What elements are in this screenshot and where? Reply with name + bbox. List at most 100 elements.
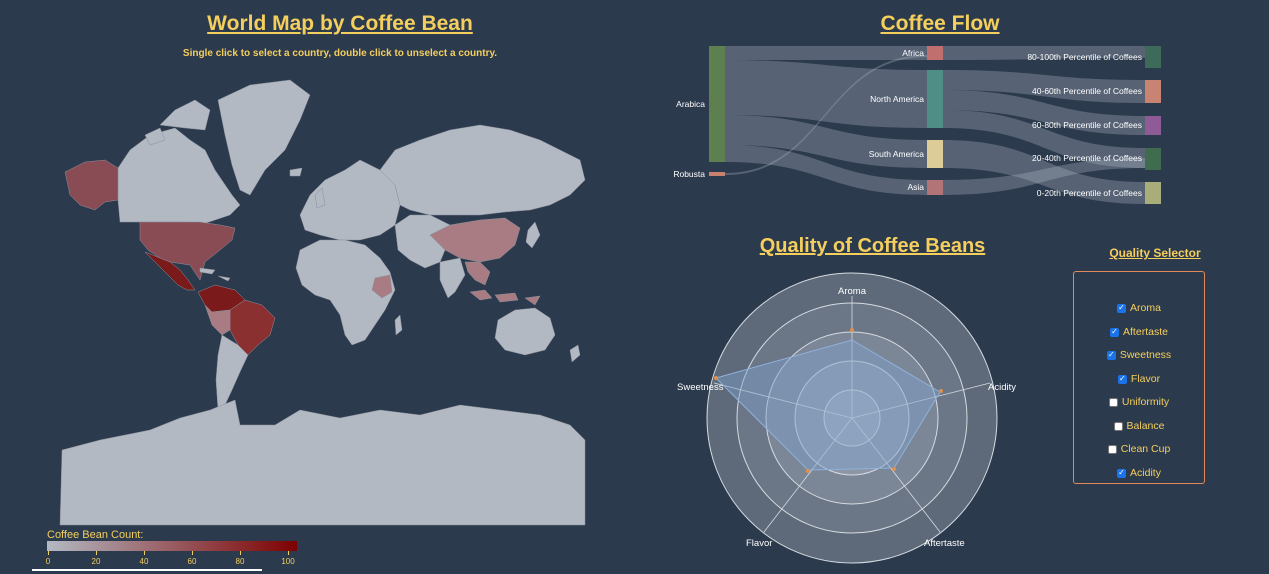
node-p40[interactable] <box>1145 80 1161 103</box>
country-new-zealand[interactable] <box>569 344 581 363</box>
country-mexico[interactable] <box>144 251 196 291</box>
link-arabica-north-america[interactable] <box>725 60 927 128</box>
checkbox-aftertaste[interactable]: ✓ <box>1110 327 1120 337</box>
label-p40: 40-60th Percentile of Coffees <box>1032 86 1142 96</box>
country-usa-alaska[interactable] <box>64 159 119 211</box>
selector-label: Flavor <box>1130 373 1161 385</box>
selector-item-clean-cup[interactable]: ✓Clean Cup <box>1074 443 1204 455</box>
node-arabica[interactable] <box>709 46 725 162</box>
quality-title: Quality of Coffee Beans <box>759 235 986 257</box>
flow-title: Coffee Flow <box>880 12 1000 35</box>
legend-tickmark <box>144 551 145 555</box>
country-ethiopia[interactable] <box>371 274 393 299</box>
country-australia[interactable] <box>494 307 556 356</box>
country-china[interactable] <box>429 217 521 263</box>
link-na-p40[interactable] <box>943 70 1145 103</box>
selector-item-sweetness[interactable]: ✓ Sweetness <box>1074 349 1204 361</box>
country-indonesia[interactable] <box>469 289 541 306</box>
link-asia-p20[interactable] <box>943 158 1145 195</box>
checkbox-clean-cup[interactable]: ✓ <box>1107 444 1117 454</box>
checkbox-sweetness[interactable]: ✓ <box>1106 350 1116 360</box>
checkbox-balance[interactable]: ✓ <box>1113 421 1123 431</box>
quality-selector: ✓Aroma ✓Aftertaste ✓Sweetness ✓Flavor ✓U… <box>1073 271 1205 484</box>
country-argentina[interactable] <box>215 334 249 411</box>
label-arabica: Arabica <box>676 99 705 109</box>
country-russia[interactable] <box>379 124 586 216</box>
link-na-p60[interactable] <box>943 90 1145 135</box>
region-southeast-asia[interactable] <box>464 261 491 286</box>
world-map[interactable] <box>0 0 640 574</box>
checkbox-uniformity[interactable]: ✓ <box>1108 397 1118 407</box>
radar-point-acidity[interactable] <box>939 389 943 393</box>
link-arabica-south-america[interactable] <box>725 115 927 168</box>
node-north-america[interactable] <box>927 70 943 128</box>
selector-item-aftertaste[interactable]: ✓ Aftertaste <box>1074 326 1204 338</box>
selector-item-acidity[interactable]: ✓ Acidity <box>1074 467 1204 479</box>
label-p20: 20-40th Percentile of Coffees <box>1032 153 1142 163</box>
radar-label-acidity: Acidity <box>988 382 1016 393</box>
legend-tick-label: 60 <box>187 557 197 566</box>
radar-label-aroma: Aroma <box>838 286 867 297</box>
map-title: World Map by Coffee Bean <box>207 12 473 35</box>
label-robusta: Robusta <box>673 169 705 179</box>
checkbox-acidity[interactable]: ✓ <box>1117 468 1127 478</box>
sankey-links <box>725 46 1145 204</box>
link-africa-p80[interactable] <box>943 46 1145 60</box>
country-madagascar[interactable] <box>394 314 403 336</box>
node-p0[interactable] <box>1145 182 1161 204</box>
radar-point-aftertaste[interactable] <box>892 467 896 471</box>
country-greenland[interactable] <box>217 79 311 196</box>
label-asia: Asia <box>907 182 924 192</box>
legend-tickmark <box>96 551 97 555</box>
radar-point-aroma[interactable] <box>850 328 854 332</box>
selector-item-aroma[interactable]: ✓ Aroma <box>1074 302 1204 314</box>
radar-axis-sweetness <box>713 382 853 419</box>
link-sa-p0[interactable] <box>943 140 1145 204</box>
radar-axes <box>713 296 991 533</box>
country-canada[interactable] <box>117 127 241 226</box>
radar-point-sweetness[interactable] <box>714 376 718 380</box>
country-brazil[interactable] <box>229 299 276 356</box>
link-na-p20[interactable] <box>943 110 1145 168</box>
country-peru[interactable] <box>204 304 231 336</box>
selector-item-flavor[interactable]: ✓ Flavor <box>1074 373 1204 385</box>
country-japan[interactable] <box>525 221 541 249</box>
radar-label-aftertaste: Aftertaste <box>924 538 965 549</box>
country-india[interactable] <box>439 257 466 299</box>
region-central-asia[interactable] <box>394 214 451 269</box>
legend-tickmark <box>240 551 241 555</box>
radar-axis-acidity <box>851 382 991 419</box>
selector-label: Sweetness <box>1119 349 1172 361</box>
label-p0: 0-20th Percentile of Coffees <box>1037 188 1142 198</box>
region-africa[interactable] <box>295 239 396 346</box>
selector-item-uniformity[interactable]: ✓Uniformity <box>1074 396 1204 408</box>
map-instructions: Single click to select a country, double… <box>182 48 498 59</box>
node-asia[interactable] <box>927 180 943 195</box>
country-uk[interactable] <box>289 167 326 209</box>
link-robusta-africa[interactable] <box>725 55 927 175</box>
checkbox-aroma[interactable]: ✓ <box>1117 303 1127 313</box>
node-robusta[interactable] <box>709 172 725 176</box>
radar-area[interactable] <box>715 339 941 471</box>
node-p80[interactable] <box>1145 46 1161 68</box>
radar-axis-aftertaste <box>851 417 941 533</box>
selector-item-balance[interactable]: ✓Balance <box>1074 420 1204 432</box>
node-p20[interactable] <box>1145 148 1161 170</box>
radar-label-flavor: Flavor <box>746 538 772 549</box>
legend-tick-label: 20 <box>91 557 101 566</box>
radar-chart: Aroma Acidity Aftertaste Flavor Sweetnes… <box>677 272 1016 564</box>
label-africa: Africa <box>902 48 924 58</box>
link-arabica-asia[interactable] <box>725 145 927 195</box>
label-p80: 80-100th Percentile of Coffees <box>1027 52 1142 62</box>
selector-title: Quality Selector <box>1109 246 1201 260</box>
legend-tickmark <box>288 551 289 555</box>
link-arabica-africa[interactable] <box>725 46 927 60</box>
checkbox-flavor[interactable]: ✓ <box>1117 374 1127 384</box>
region-antarctica[interactable] <box>59 399 586 526</box>
label-north-america: North America <box>870 94 924 104</box>
radar-point-flavor[interactable] <box>806 469 810 473</box>
node-south-america[interactable] <box>927 140 943 168</box>
legend-color-scale <box>47 541 297 551</box>
node-p60[interactable] <box>1145 116 1161 135</box>
node-africa[interactable] <box>927 46 943 60</box>
